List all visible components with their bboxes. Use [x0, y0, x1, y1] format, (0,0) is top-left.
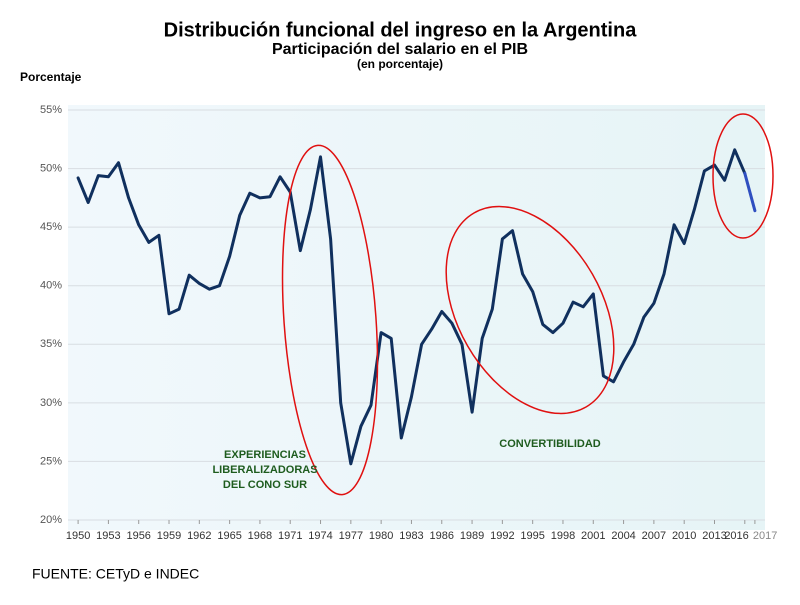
grid: [68, 109, 765, 524]
x-tick-label: 1995: [520, 530, 544, 542]
x-tick-label: 1953: [96, 530, 120, 542]
y-tick-label: 35%: [40, 338, 62, 350]
x-tick-label: 1986: [430, 530, 454, 542]
x-tick-label: 1992: [490, 530, 514, 542]
x-tick-label: 1956: [126, 530, 150, 542]
x-tick-label: 1989: [460, 530, 484, 542]
y-tick-label: 40%: [40, 280, 62, 292]
y-tick-label: 30%: [40, 397, 62, 409]
y-tick-label: 55%: [40, 104, 62, 116]
highlight-ellipse: [445, 205, 615, 415]
x-tick-label: 1971: [278, 530, 302, 542]
x-tick-label: 2004: [611, 530, 635, 542]
x-tick-label: 1983: [399, 530, 423, 542]
x-tick-label: 1980: [369, 530, 393, 542]
y-axis-label: Porcentaje: [20, 70, 82, 84]
data-line: [76, 148, 747, 466]
x-tick-label: 2017: [753, 530, 777, 542]
highlight-ellipse: [712, 113, 774, 239]
chart-subtitle: Participación del salario en el PIB: [272, 41, 528, 58]
x-tick-label: 1962: [187, 530, 211, 542]
annotation: CONVERTIBILIDAD: [499, 438, 601, 450]
data-line: [743, 171, 757, 213]
x-tick-label: 2013: [702, 530, 726, 542]
x-tick-label: 2010: [672, 530, 696, 542]
x-tick-label: 1974: [308, 530, 332, 542]
x-tick-label: 1965: [217, 530, 241, 542]
y-tick-label: 25%: [40, 455, 62, 467]
y-tick-label: 45%: [40, 221, 62, 233]
chart-title: Distribución funcional del ingreso en la…: [164, 19, 638, 41]
x-tick-label: 2007: [642, 530, 666, 542]
annotation: LIBERALIZADORAS: [212, 464, 317, 476]
highlight-ellipse: [281, 144, 379, 496]
source: FUENTE: CETyD e INDEC: [32, 566, 199, 582]
x-tick-label: 2016: [724, 530, 748, 542]
x-tick-label: 1977: [339, 530, 363, 542]
x-tick-label: 1950: [66, 530, 90, 542]
chart-subtitle: (en porcentaje): [357, 57, 443, 71]
x-tick-label: 2001: [581, 530, 605, 542]
annotation: DEL CONO SUR: [223, 479, 307, 491]
lines: [76, 148, 757, 466]
annotation: EXPERIENCIAS: [224, 449, 306, 461]
x-tick-label: 1968: [248, 530, 272, 542]
plot-area: [68, 105, 765, 530]
y-tick-label: 50%: [40, 162, 62, 174]
y-tick-label: 20%: [40, 514, 62, 526]
x-tick-label: 1959: [157, 530, 181, 542]
x-tick-label: 1998: [551, 530, 575, 542]
